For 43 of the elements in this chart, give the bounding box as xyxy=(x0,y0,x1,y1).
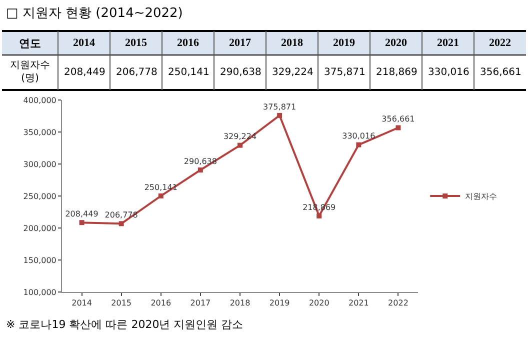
category-label: 2022 xyxy=(489,37,511,49)
x-tick-label: 2017 xyxy=(190,298,211,308)
y-tick-label: 350,000 xyxy=(23,128,56,137)
x-axis-title: 연도 xyxy=(19,37,41,50)
y-tick-label: 100,000 xyxy=(23,288,56,297)
y-tick-label: 400,000 xyxy=(23,96,56,105)
x-tick-label: 2014 xyxy=(72,298,92,308)
text: 290,638 xyxy=(220,67,262,78)
x-tick-label: 2019 xyxy=(269,298,290,308)
text: 206,778 xyxy=(116,67,158,78)
category-label: 2020 xyxy=(385,37,407,49)
data-label: 356,661 xyxy=(382,114,415,124)
x-tick-label: 2018 xyxy=(230,298,250,308)
category-label: 2016 xyxy=(177,37,199,49)
y-tick-label: 300,000 xyxy=(23,160,56,169)
text: 329,224 xyxy=(272,67,314,78)
x-tick-label: 2016 xyxy=(150,298,172,308)
x-tick-label: 2021 xyxy=(348,298,369,308)
legend-label: 지원자수 xyxy=(465,192,498,202)
text: 250,141 xyxy=(168,67,210,78)
data-label: 375,871 xyxy=(263,102,296,112)
x-tick-label: 2015 xyxy=(111,298,132,308)
category-label: 2014 xyxy=(73,37,95,49)
text: ※ 코로나19 확산에 따른 2020년 지원인원 감소 xyxy=(6,318,244,331)
category-label: 2021 xyxy=(437,37,459,49)
x-tick-label: 2020 xyxy=(308,298,330,308)
data-label: 330,016 xyxy=(342,132,376,141)
category-label: 2018 xyxy=(281,37,303,49)
text: 330,016 xyxy=(428,67,470,78)
text: 218,869 xyxy=(376,67,418,78)
category-label: 2017 xyxy=(229,37,251,49)
y-tick-label: 200,000 xyxy=(23,224,56,233)
x-tick-label: 2022 xyxy=(388,298,408,308)
y-axis-title: 지원자수 (명) xyxy=(10,60,50,84)
text: 356,661 xyxy=(480,67,522,78)
category-label: 2015 xyxy=(125,37,147,49)
text: 375,871 xyxy=(324,67,366,78)
data-label: 208,449 xyxy=(65,209,98,218)
chart-title: □ 지원자 현황 (2014~2022) xyxy=(6,6,183,21)
y-tick-label: 250,000 xyxy=(23,192,56,201)
y-tick-label: 150,000 xyxy=(23,256,56,265)
text: 208,449 xyxy=(64,67,106,78)
category-label: 2019 xyxy=(333,37,355,49)
